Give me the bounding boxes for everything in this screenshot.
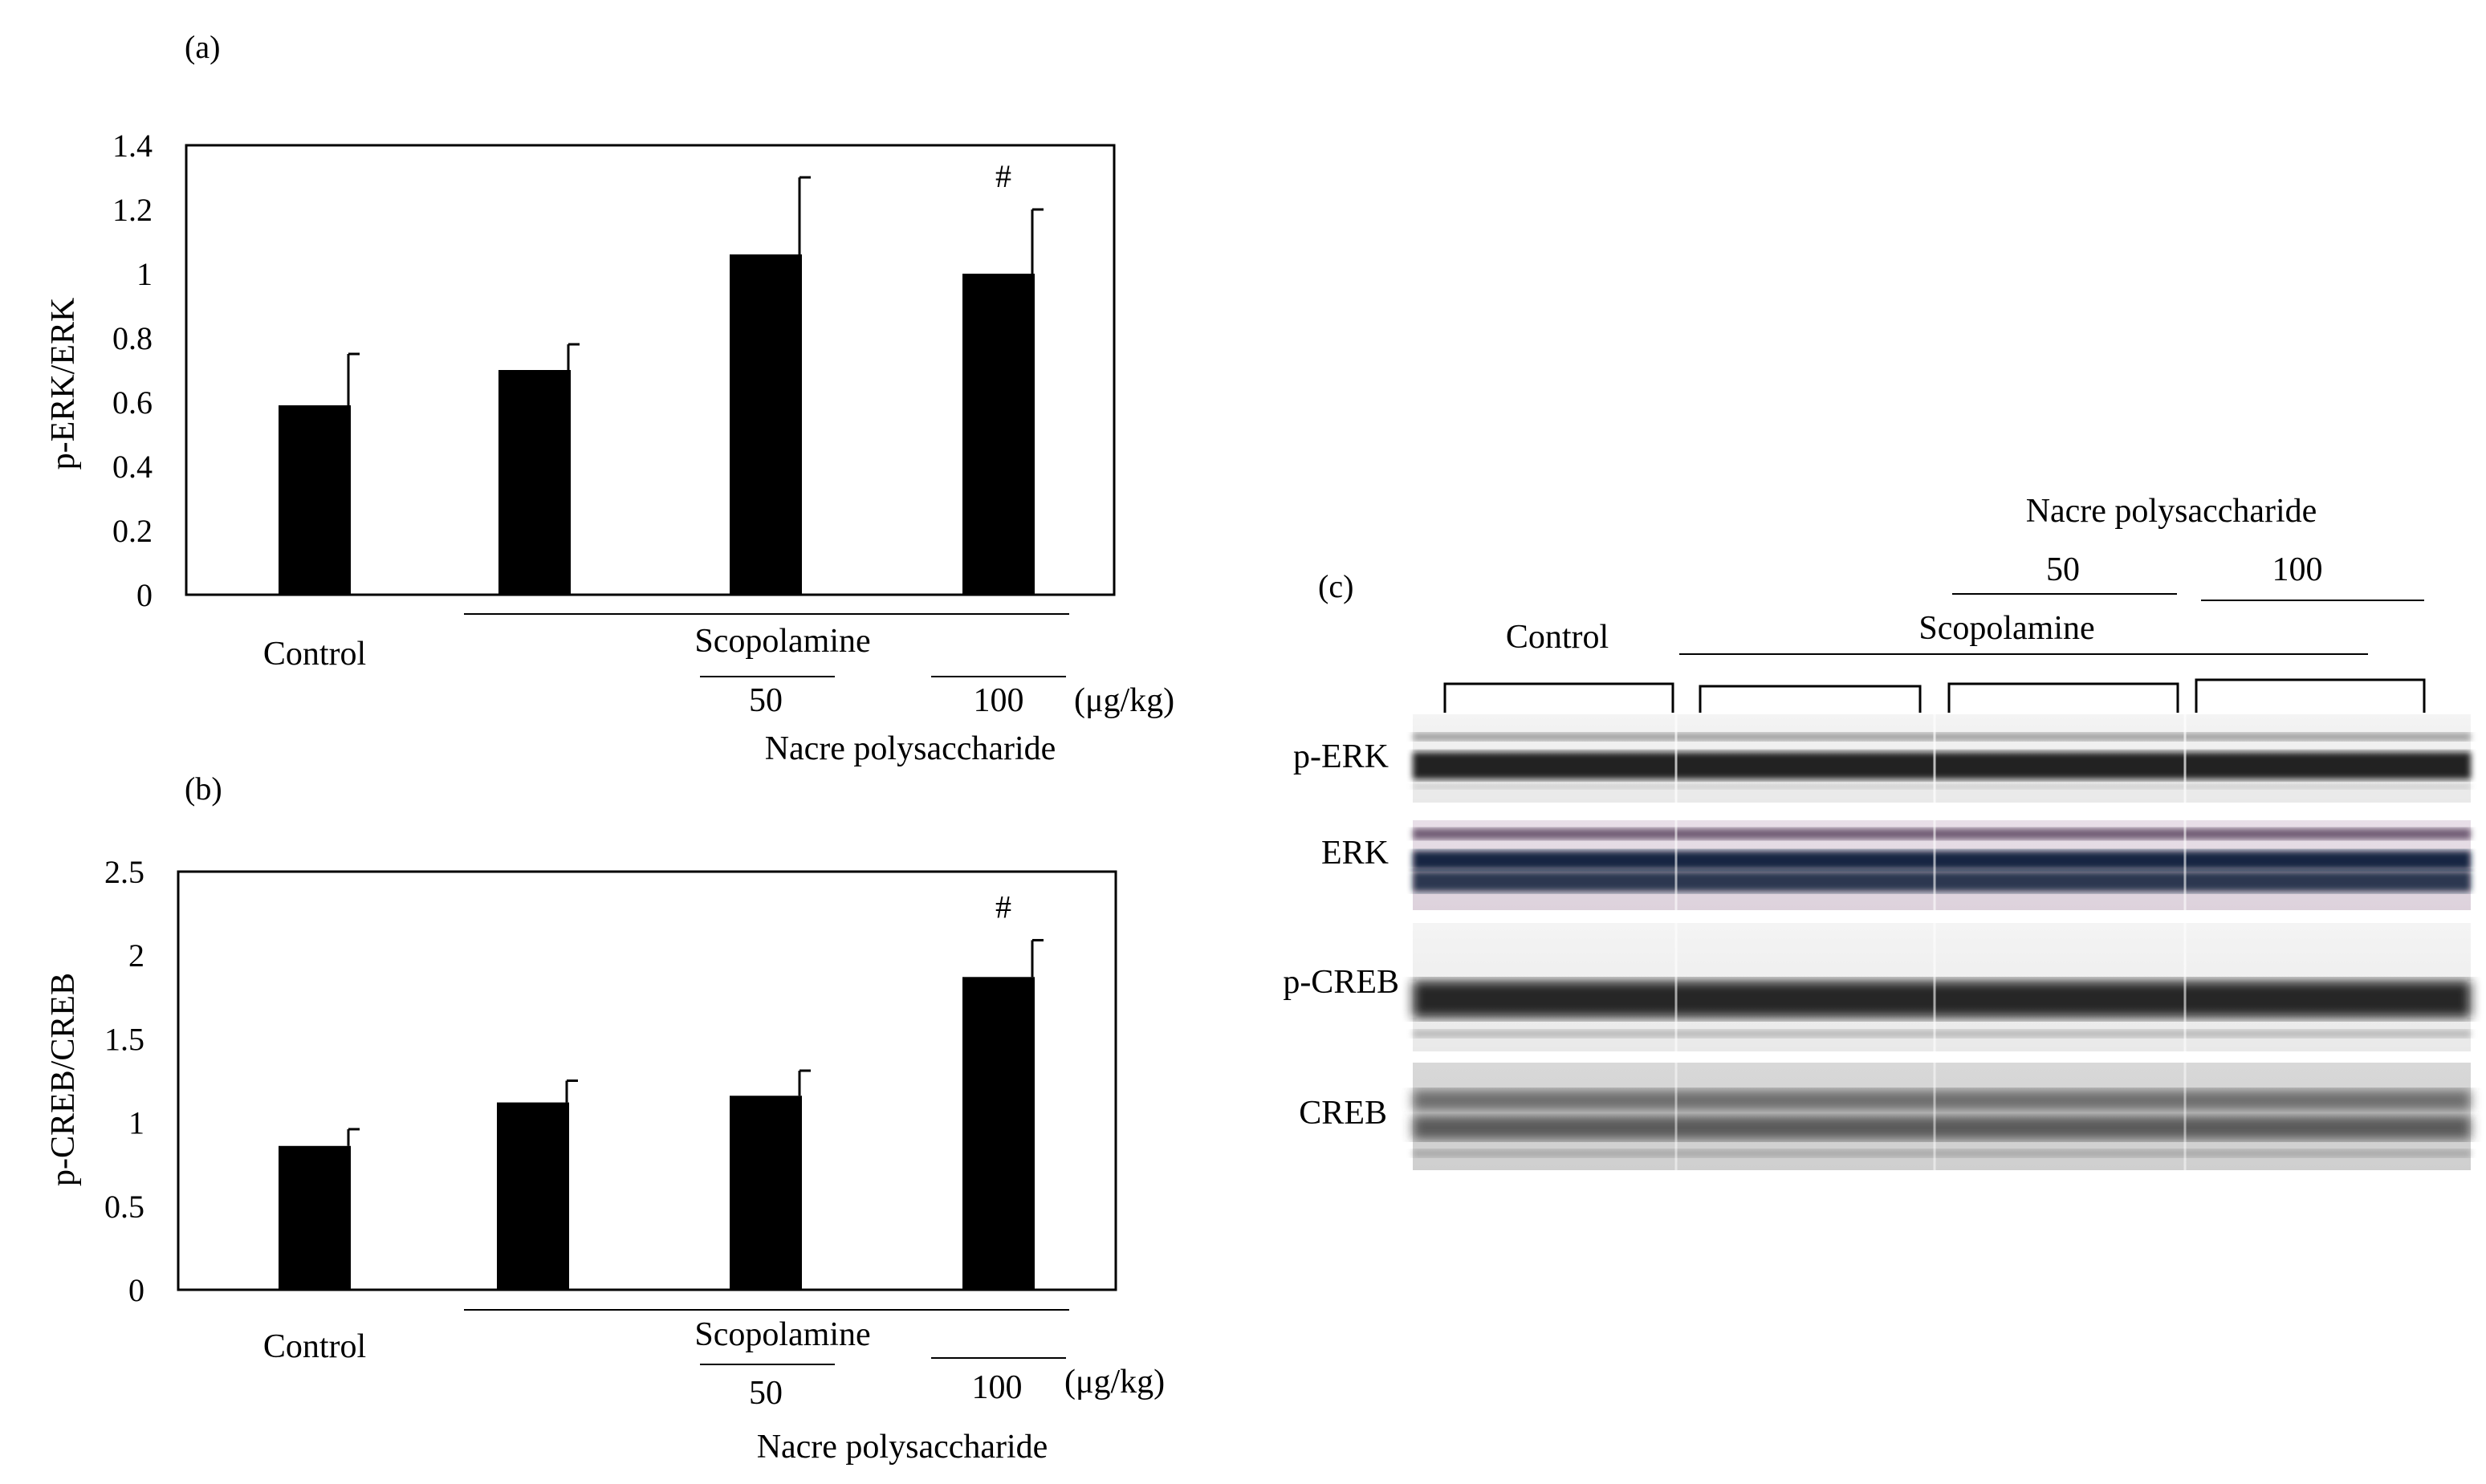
bars-b: # — [279, 888, 1044, 1290]
bar-a-1 — [279, 405, 351, 595]
label-scopolamine-a: Scopolamine — [694, 623, 870, 660]
y-tick-label-a: 0.6 — [112, 384, 153, 421]
y-tick-label-a: 1.2 — [112, 192, 153, 228]
y-tick-label-b: 1 — [128, 1105, 144, 1141]
plot-frame-a — [185, 144, 1116, 596]
blot-strip-erk — [1413, 820, 2471, 910]
label-dose-100-b: 100 — [972, 1369, 1023, 1406]
y-tick-label-b: 1.5 — [104, 1021, 144, 1057]
lane-group-brackets — [1443, 678, 2426, 713]
y-tick-label-b: 2 — [128, 937, 144, 974]
label-scopolamine-b: Scopolamine — [694, 1316, 870, 1353]
y-tick-label-b: 0.5 — [104, 1189, 144, 1225]
bracket-dose-100 — [2195, 678, 2426, 713]
bar-a-3 — [730, 254, 802, 595]
western-blot-panel: (c) Nacre polysaccharide 50 100 Control … — [1283, 493, 2471, 1170]
panel-label-b: (b) — [185, 770, 222, 807]
error-bar-a-2 — [567, 343, 580, 370]
y-tick-label-a: 1 — [136, 256, 153, 292]
blot-dose-100-label: 100 — [2272, 551, 2323, 588]
x-group-labels-b: Control Scopolamine 50 100 (μg/kg) Nacre… — [263, 1309, 1165, 1466]
bracket-dose-50 — [1947, 682, 2179, 713]
blot-strip-p-creb — [1413, 923, 2471, 1051]
significance-marker-b: # — [995, 888, 1011, 925]
error-bar-b-3 — [798, 1069, 811, 1096]
bracket-scopolamine — [1699, 685, 1922, 713]
label-compound-a: Nacre polysaccharide — [765, 730, 1056, 767]
bar-a-2 — [498, 370, 571, 595]
label-dose-50-a: 50 — [749, 682, 783, 719]
y-tick-label-a: 0.2 — [112, 513, 153, 549]
blot-compound-label: Nacre polysaccharide — [2026, 493, 2317, 530]
blot-dose-50-label: 50 — [2046, 551, 2080, 588]
bar-b-1 — [279, 1145, 351, 1290]
error-bar-a-4 — [1031, 208, 1044, 274]
error-bar-b-2 — [565, 1079, 578, 1103]
blot-row-label-p-erk: p-ERK — [1293, 738, 1389, 775]
label-unit-b: (μg/kg) — [1064, 1364, 1165, 1401]
label-unit-a: (μg/kg) — [1074, 682, 1174, 719]
error-bar-a-3 — [798, 176, 811, 254]
x-group-labels-a: Control Scopolamine 50 100 (μg/kg) Nacre… — [263, 613, 1174, 767]
error-bar-a-1 — [347, 352, 360, 405]
blot-control-label: Control — [1506, 619, 1609, 656]
bar-b-4 — [962, 977, 1035, 1290]
panel-label-c: (c) — [1318, 568, 1353, 604]
blot-row-label-creb: CREB — [1299, 1095, 1387, 1132]
bracket-control — [1443, 682, 1674, 713]
label-control-a: Control — [263, 636, 366, 673]
y-axis-title-b: p-CREB/CREB — [45, 973, 82, 1186]
blot-strip-creb — [1413, 1063, 2471, 1170]
label-compound-b: Nacre polysaccharide — [757, 1429, 1048, 1466]
significance-marker-a: # — [995, 158, 1011, 194]
panel-label-a: (a) — [185, 29, 220, 65]
label-dose-50-b: 50 — [749, 1375, 783, 1412]
blot-strip-p-erk — [1413, 714, 2471, 803]
chart-a-p-erk: (a) p-ERK/ERK 0 0.2 0.4 0.6 0.8 1 1.2 1.4 # Con… — [45, 29, 1174, 767]
bar-b-3 — [730, 1096, 802, 1290]
error-bar-b-1 — [347, 1128, 360, 1146]
bar-b-2 — [497, 1102, 569, 1290]
chart-b-p-creb: (b) p-CREB/CREB 0 0.5 1 1.5 2 2.5 # Control S… — [45, 770, 1165, 1466]
y-tick-label-a: 0.4 — [112, 449, 153, 485]
blot-scopolamine-label: Scopolamine — [1918, 610, 2094, 647]
bars-a: # — [279, 158, 1044, 595]
y-ticks-a: 0 0.2 0.4 0.6 0.8 1 1.2 1.4 — [112, 128, 153, 613]
plot-frame-b — [177, 870, 1117, 1291]
label-dose-100-a: 100 — [974, 682, 1024, 719]
y-tick-label-b: 2.5 — [104, 854, 144, 890]
y-tick-label-a: 1.4 — [112, 128, 153, 164]
y-tick-label-b: 0 — [128, 1272, 144, 1308]
y-axis-title-a: p-ERK/ERK — [45, 298, 82, 470]
error-bar-b-4 — [1031, 938, 1044, 978]
blot-row-label-p-creb: p-CREB — [1283, 964, 1399, 1001]
y-ticks-b: 0 0.5 1 1.5 2 2.5 — [104, 854, 144, 1308]
y-tick-label-a: 0.8 — [112, 320, 153, 356]
bar-a-4 — [962, 274, 1035, 595]
label-control-b: Control — [263, 1328, 366, 1365]
blot-row-label-erk: ERK — [1321, 835, 1389, 872]
y-tick-label-a: 0 — [136, 577, 153, 613]
